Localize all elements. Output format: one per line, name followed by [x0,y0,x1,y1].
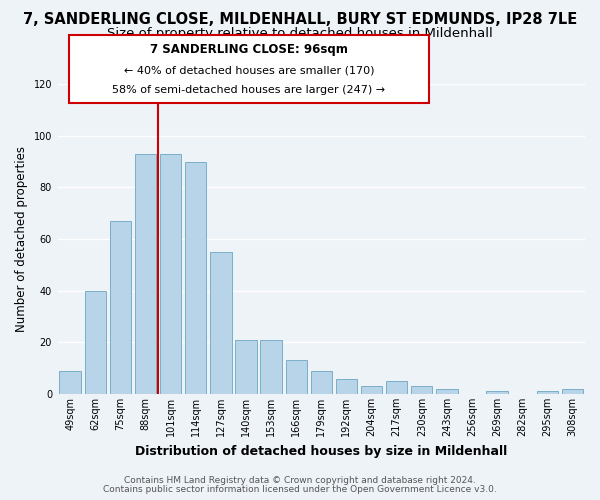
Text: Size of property relative to detached houses in Mildenhall: Size of property relative to detached ho… [107,28,493,40]
Bar [110,221,131,394]
Text: Contains public sector information licensed under the Open Government Licence v3: Contains public sector information licen… [103,485,497,494]
Bar [487,392,508,394]
Bar [185,162,206,394]
Bar [260,340,282,394]
Text: ← 40% of detached houses are smaller (170): ← 40% of detached houses are smaller (17… [124,65,374,75]
Text: 58% of semi-detached houses are larger (247) →: 58% of semi-detached houses are larger (… [112,86,386,96]
Bar [286,360,307,394]
Text: 7, SANDERLING CLOSE, MILDENHALL, BURY ST EDMUNDS, IP28 7LE: 7, SANDERLING CLOSE, MILDENHALL, BURY ST… [23,12,577,28]
Y-axis label: Number of detached properties: Number of detached properties [15,146,28,332]
Bar [160,154,181,394]
Bar [386,381,407,394]
Bar [562,389,583,394]
Bar [361,386,382,394]
Bar [436,389,458,394]
Bar [85,290,106,394]
Bar [235,340,257,394]
Text: 7 SANDERLING CLOSE: 96sqm: 7 SANDERLING CLOSE: 96sqm [150,44,348,57]
Bar [59,371,81,394]
Bar [311,371,332,394]
Bar [210,252,232,394]
Text: Contains HM Land Registry data © Crown copyright and database right 2024.: Contains HM Land Registry data © Crown c… [124,476,476,485]
X-axis label: Distribution of detached houses by size in Mildenhall: Distribution of detached houses by size … [135,444,508,458]
Bar [536,392,558,394]
Bar [135,154,156,394]
Bar [336,378,357,394]
Bar [411,386,433,394]
